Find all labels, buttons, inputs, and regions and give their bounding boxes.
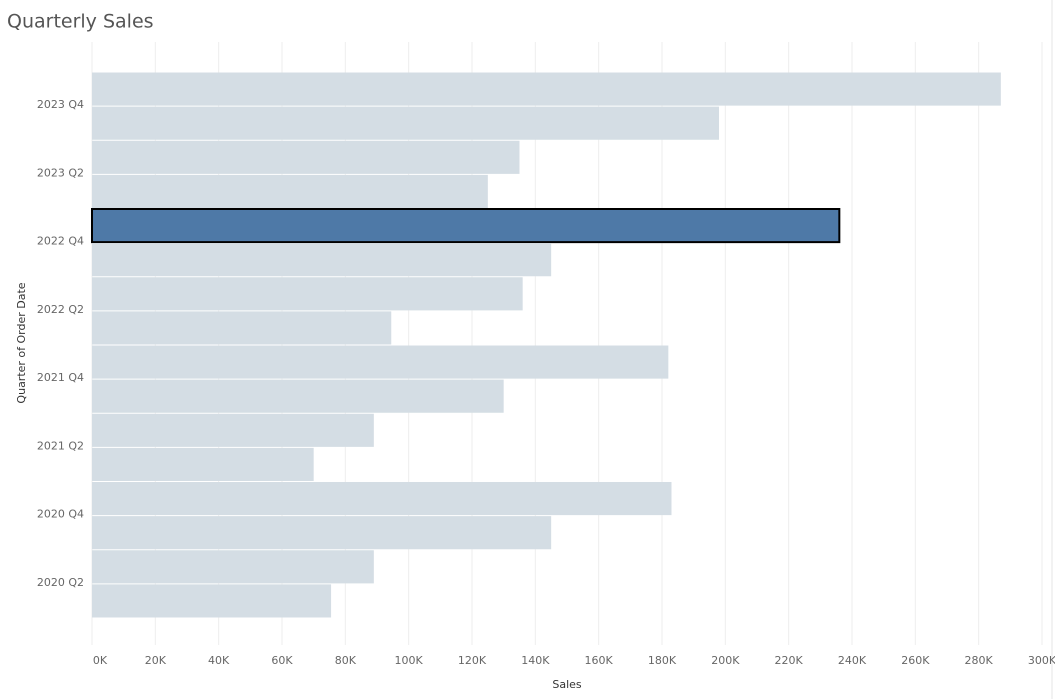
y-tick-label: 2022 Q4 [37, 235, 84, 248]
bar [91, 208, 841, 244]
x-tick-label: 240K [838, 654, 867, 667]
bar [92, 106, 719, 140]
bar [92, 447, 314, 481]
y-tick-label: 2021 Q2 [37, 439, 84, 452]
y-tick-label: 2023 Q2 [37, 166, 84, 179]
x-tick-label: 0K [93, 654, 108, 667]
bar [92, 277, 523, 311]
bar [92, 174, 488, 208]
bar [92, 311, 392, 345]
bar [92, 482, 672, 516]
x-tick-label: 40K [208, 654, 230, 667]
x-tick-label: 180K [648, 654, 677, 667]
x-tick-label: 20K [145, 654, 167, 667]
bar [92, 584, 332, 618]
x-tick-label: 80K [335, 654, 357, 667]
x-tick-label: 300K [1028, 654, 1055, 667]
x-tick-label: 160K [585, 654, 614, 667]
x-tick-label: 260K [901, 654, 930, 667]
bar [92, 140, 520, 174]
bar [92, 413, 374, 447]
bar [92, 72, 1001, 106]
bar [92, 550, 374, 584]
y-tick-label: 2020 Q4 [37, 508, 84, 521]
x-tick-label: 60K [271, 654, 293, 667]
bar [92, 379, 504, 413]
chart-title: Quarterly Sales [7, 11, 154, 33]
x-tick-label: 220K [775, 654, 804, 667]
bar [92, 516, 552, 550]
x-tick-label: 200K [711, 654, 740, 667]
y-tick-label: 2021 Q4 [37, 371, 84, 384]
y-axis-label: Quarter of Order Date [15, 282, 28, 403]
x-tick-label: 100K [395, 654, 424, 667]
bar [92, 243, 552, 277]
x-tick-label: 140K [521, 654, 550, 667]
y-tick-label: 2023 Q4 [37, 98, 84, 111]
y-tick-label: 2022 Q2 [37, 303, 84, 316]
y-tick-label: 2020 Q2 [37, 576, 84, 589]
x-axis-label: Sales [552, 678, 582, 691]
x-tick-label: 280K [965, 654, 994, 667]
bar [92, 345, 669, 379]
x-tick-label: 120K [458, 654, 487, 667]
